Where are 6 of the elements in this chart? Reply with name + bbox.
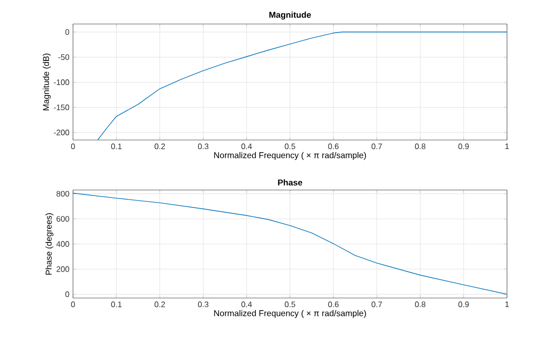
x-axis-title: Normalized Frequency ( × π rad/sample) xyxy=(214,152,366,160)
x-axis-title: Normalized Frequency ( × π rad/sample) xyxy=(214,310,366,318)
y-axis-title: Magnitude (dB) xyxy=(42,54,51,110)
y-axis-title: Phase (degrees) xyxy=(45,213,54,275)
chart-title: Phase xyxy=(278,179,302,186)
chart-title: Magnitude xyxy=(269,12,311,20)
